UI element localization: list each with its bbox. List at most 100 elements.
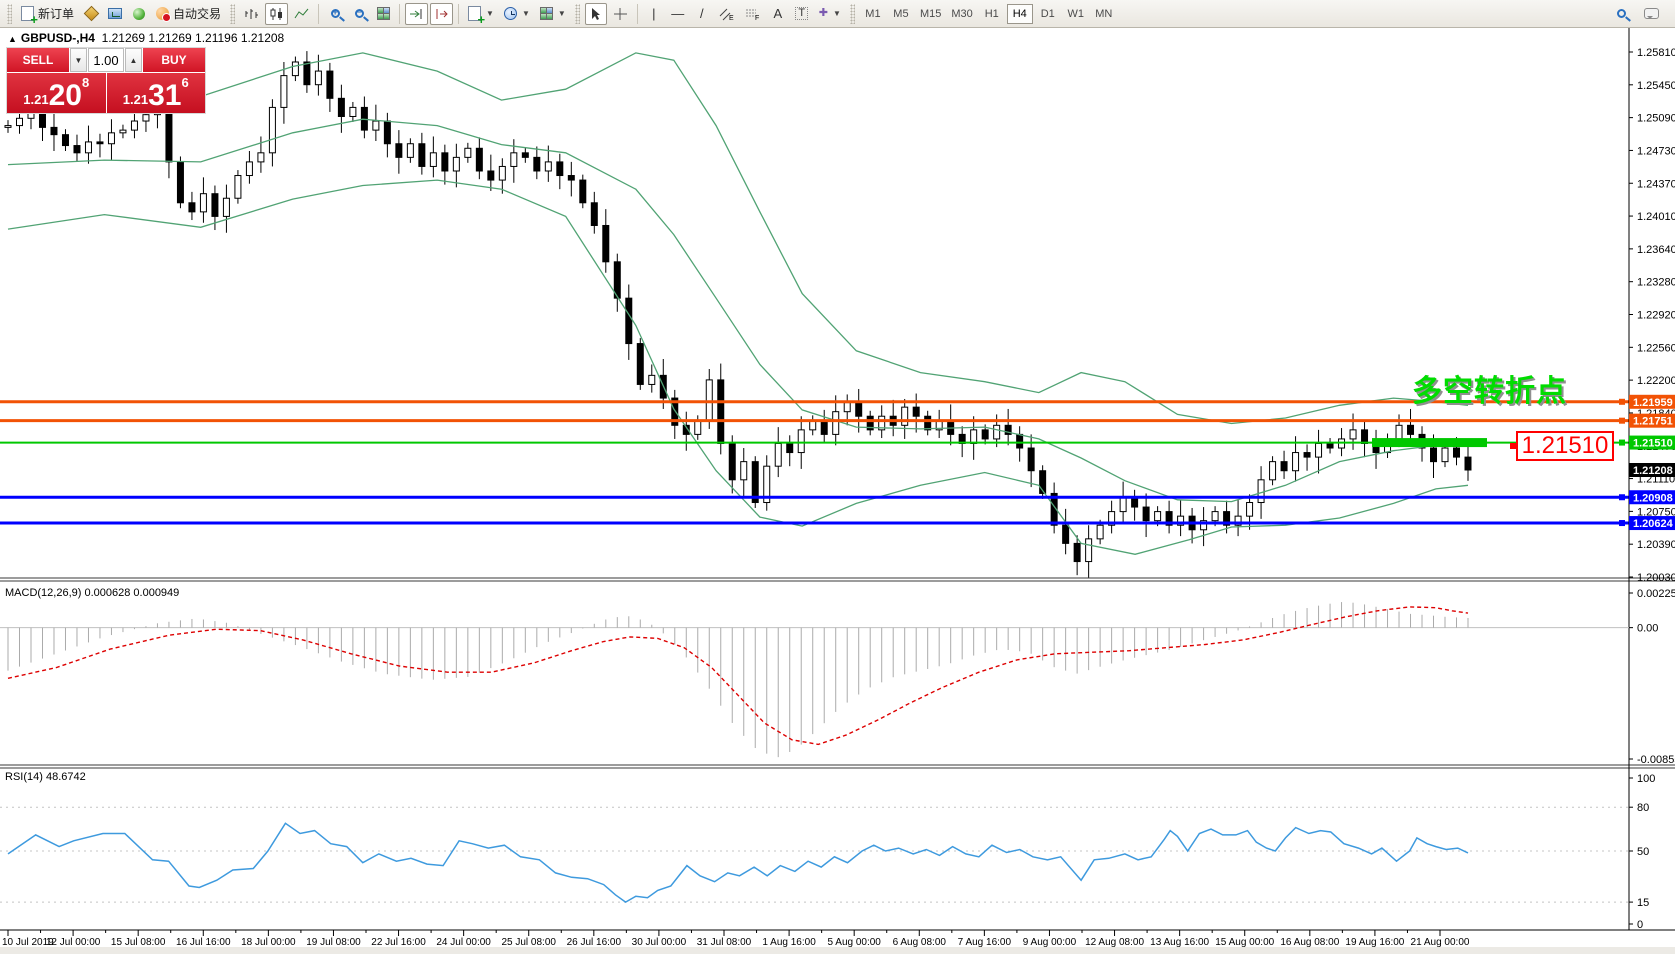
date-tick-label: 16 Aug 08:00: [1280, 937, 1339, 948]
equidistant-channel-tool[interactable]: E: [715, 3, 739, 25]
price-tag-handle[interactable]: [1510, 443, 1516, 449]
autotrade-button[interactable]: 自动交易: [152, 3, 225, 25]
window-bottom-strip: [0, 947, 1675, 954]
symbol-period-label: GBPUSD-,H4: [20, 31, 95, 45]
fibonacci-tool[interactable]: F: [741, 3, 765, 25]
date-tick-label: 6 Aug 08:00: [893, 937, 947, 948]
search-button[interactable]: [1610, 3, 1632, 25]
text-label-icon: T: [795, 7, 809, 20]
zoom-out-button[interactable]: −: [348, 3, 370, 25]
timeframe-h1[interactable]: H1: [984, 7, 999, 20]
trendline-icon: /: [699, 6, 704, 21]
timeframe-mn[interactable]: MN: [1095, 7, 1113, 20]
cursor-icon: [592, 7, 601, 20]
date-tick-label: 24 Jul 00:00: [436, 937, 491, 948]
zoom-out-icon: −: [354, 7, 364, 18]
sell-price-display[interactable]: 1.21 20 8: [7, 73, 106, 113]
volume-increase-button[interactable]: ▲: [125, 48, 142, 72]
templates-dropdown[interactable]: ▼: [536, 3, 570, 25]
fibonacci-icon: F: [745, 9, 759, 21]
timeframe-m30[interactable]: M30: [951, 7, 973, 20]
toolbar-drag-handle[interactable]: [849, 3, 855, 24]
date-tick-label: 7 Aug 16:00: [958, 937, 1012, 948]
axis-badge-1.21751: [1629, 413, 1675, 428]
crosshair-tool-button[interactable]: [609, 3, 632, 25]
search-icon: [1616, 9, 1626, 18]
bar-chart-button[interactable]: [240, 3, 263, 25]
level-handle[interactable]: [1619, 494, 1625, 501]
sell-price-main: 20: [48, 79, 82, 112]
timeframe-m5[interactable]: M5: [893, 7, 909, 20]
text-label-tool[interactable]: T: [791, 3, 813, 25]
timeframe-h4[interactable]: H4: [1006, 3, 1033, 24]
volume-decrease-button[interactable]: ▼: [70, 48, 87, 72]
svg-text:1.20624: 1.20624: [1633, 518, 1674, 530]
level-handle[interactable]: [1619, 398, 1625, 405]
cursor-tool-button[interactable]: [584, 2, 607, 25]
toolbar-drag-handle[interactable]: [7, 3, 12, 24]
trendline-tool[interactable]: /: [691, 3, 713, 25]
line-chart-icon: [294, 8, 309, 18]
bollinger-upper: [7, 52, 1469, 425]
sell-button[interactable]: SELL: [7, 48, 69, 72]
chart-shift-button[interactable]: [430, 2, 454, 25]
chat-button[interactable]: [1640, 3, 1663, 25]
timeframe-m15[interactable]: M15: [919, 7, 942, 20]
level-lines[interactable]: [0, 398, 1629, 527]
level-handle[interactable]: [1619, 520, 1625, 527]
text-tool[interactable]: A: [767, 3, 789, 25]
timeframe-d1[interactable]: D1: [1040, 7, 1055, 20]
autotrade-icon: [156, 7, 172, 22]
vertical-line-tool[interactable]: |: [643, 3, 665, 25]
buy-price-display[interactable]: 1.21 31 6: [106, 73, 205, 113]
timeframe-w1[interactable]: W1: [1067, 7, 1085, 20]
panel-separators[interactable]: [0, 28, 1675, 931]
price-axis[interactable]: 1.25810 1.25450 1.25090 1.24730 1.24370 1.240…: [1629, 47, 1675, 584]
candlestick-chart-button[interactable]: [265, 2, 289, 25]
macd-panel: 0.002256 0.00 -0.008553: [0, 588, 1675, 766]
level-highlight-segment[interactable]: [1372, 438, 1487, 448]
zoom-in-button[interactable]: +: [324, 3, 346, 25]
strategy-tester-button[interactable]: [104, 3, 126, 25]
price-tick-label: 1.22920: [1637, 310, 1675, 322]
new-order-button[interactable]: 新订单: [17, 3, 78, 26]
buy-button[interactable]: BUY: [143, 48, 205, 72]
macd-tick-label: -0.008553: [1637, 754, 1675, 766]
date-tick-label: 16 Jul 16:00: [176, 937, 231, 948]
chinese-annotation-text[interactable]: 多空转折点: [1412, 375, 1567, 408]
level-handle[interactable]: [1619, 439, 1625, 446]
buy-price-main: 31: [148, 79, 182, 112]
toolbar-drag-handle[interactable]: [574, 3, 580, 24]
date-tick-label: 31 Jul 08:00: [697, 937, 752, 948]
chart-shift-icon: [436, 8, 448, 19]
new-chart-dropdown[interactable]: ▼: [464, 3, 498, 26]
auto-scroll-button[interactable]: [405, 2, 429, 25]
profiles-dropdown[interactable]: ▼: [500, 3, 534, 25]
price-tag-box[interactable]: 1.21510: [1516, 431, 1614, 461]
horizontal-line-tool[interactable]: —: [667, 3, 689, 25]
market-watch-icon: [83, 5, 99, 22]
macd-tick-label: 0.002256: [1637, 588, 1675, 600]
bollinger-bands: [7, 52, 1469, 555]
svg-text:1.21959: 1.21959: [1633, 397, 1673, 409]
bollinger-middle: [7, 118, 1468, 503]
ohlc-values: 1.21269 1.21269 1.21196 1.21208: [101, 31, 285, 45]
toolbar-drag-handle[interactable]: [230, 3, 236, 24]
date-tick-label: 15 Aug 00:00: [1215, 937, 1274, 948]
date-tick-label: 15 Jul 08:00: [111, 937, 166, 948]
connection-button[interactable]: [128, 3, 150, 25]
tile-windows-button[interactable]: [372, 3, 394, 25]
line-chart-button[interactable]: [290, 3, 313, 25]
market-watch-button[interactable]: [80, 3, 102, 25]
new-order-icon: [21, 6, 38, 26]
date-tick-label: 25 Jul 08:00: [501, 937, 556, 948]
level-handle[interactable]: [1619, 417, 1625, 424]
timeframe-m1[interactable]: M1: [865, 7, 881, 20]
strategy-tester-icon: [108, 8, 123, 19]
arrows-tool-dropdown[interactable]: ✚ ▼: [818, 7, 841, 19]
volume-input[interactable]: 1.00: [88, 48, 124, 72]
collapse-panel-arrow[interactable]: ▲: [8, 34, 17, 44]
chat-icon: [1644, 8, 1659, 19]
